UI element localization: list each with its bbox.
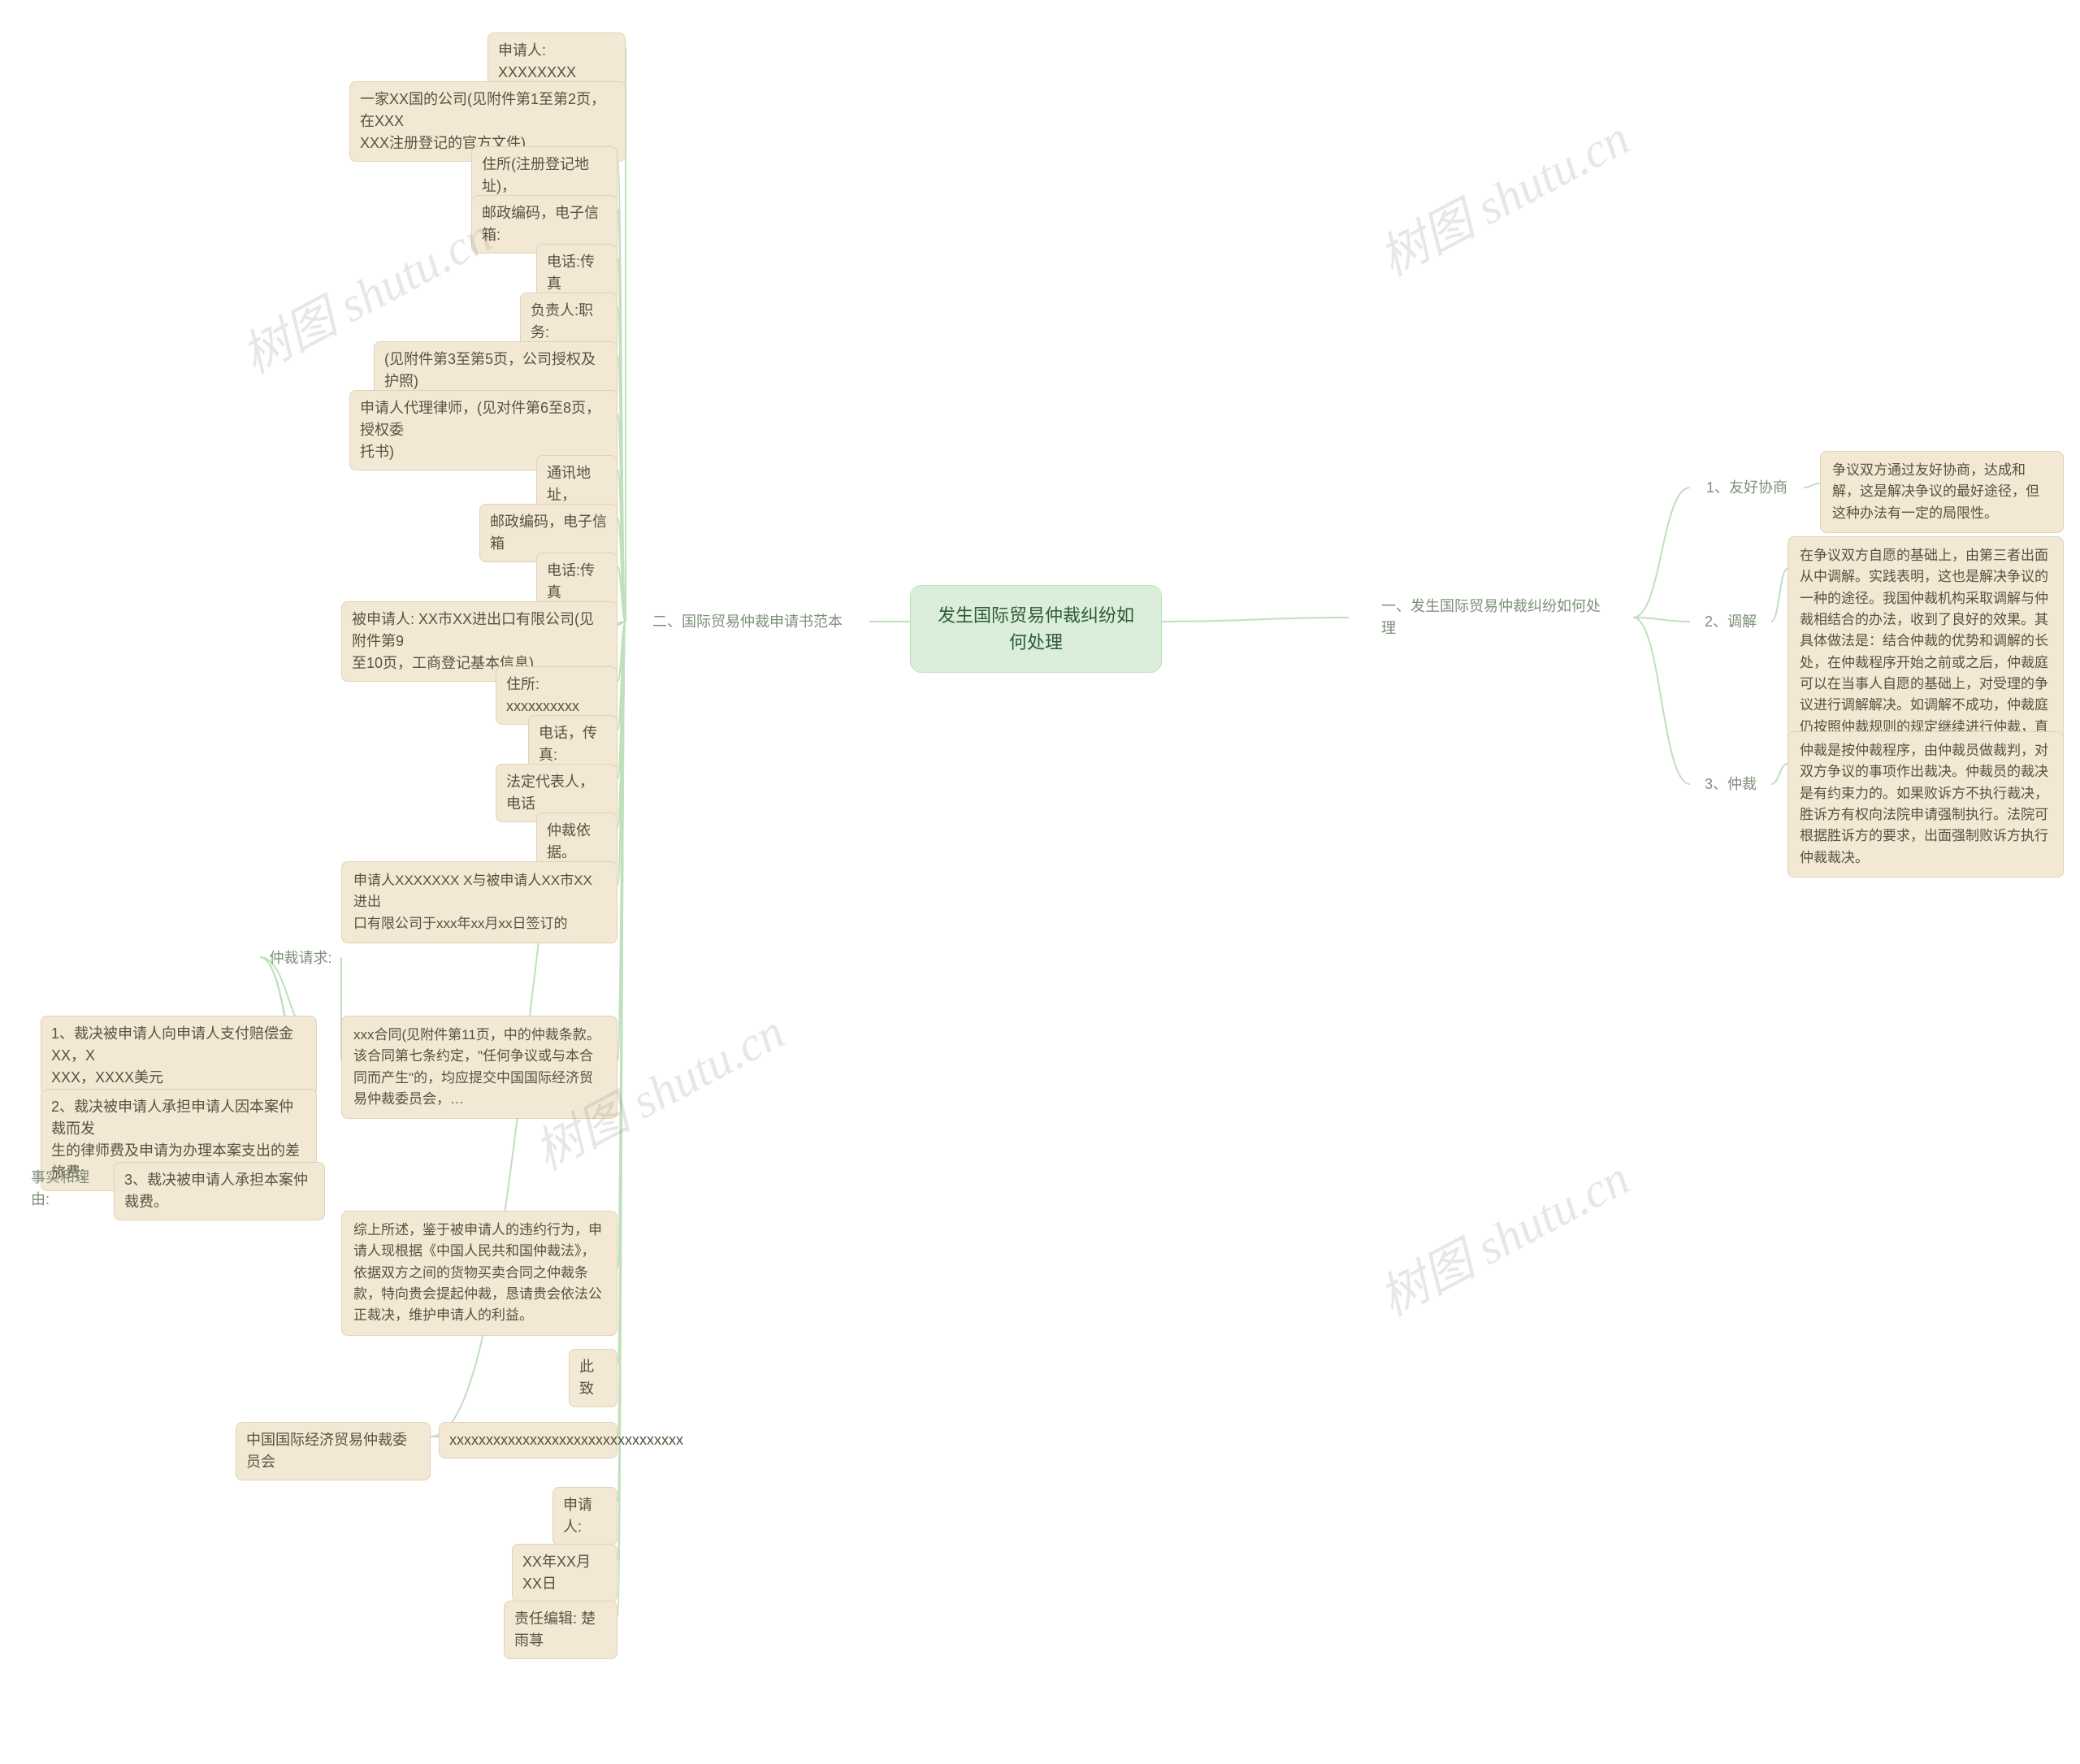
branch-right: 一、发生国际贸易仲裁纠纷如何处理	[1349, 589, 1633, 646]
left-item-18: 综上所述，鉴于被申请人的违约行为，申请人现根据《中国人民共和国仲裁法》，依据双方…	[341, 1211, 618, 1336]
left-item-16: 申请人XXXXXXX X与被申请人XX市XX进出口有限公司于xxx年xx月xx日…	[341, 861, 618, 943]
left-item-21: 申请人:	[552, 1487, 618, 1545]
right-sub-2: 3、仲裁	[1690, 768, 1771, 800]
facts-label: 事实和理由:	[24, 1162, 114, 1216]
left-sub-child-2: 3、裁决被申请人承担本案仲裁费。	[114, 1162, 325, 1220]
left-item-17: xxx合同(见附件第11页，中的仲裁条款。该合同第七条约定，"任何争议或与本合同…	[341, 1016, 618, 1119]
right-sub-0: 1、友好协商	[1690, 471, 1804, 504]
right-detail-0: 争议双方通过友好协商，达成和解，这是解决争议的最好途径，但这种办法有一定的局限性…	[1820, 451, 2064, 533]
root-node: 发生国际贸易仲裁纠纷如何处理	[910, 585, 1162, 673]
right-sub-1: 2、调解	[1690, 605, 1771, 638]
left-item-19: 此致	[569, 1349, 618, 1407]
left-sub-child-0: 1、裁决被申请人向申请人支付赔偿金XX，XXXX，XXXX美元	[41, 1016, 317, 1096]
left-item-20: 中国国际经济贸易仲裁委员会	[236, 1422, 431, 1480]
connector-layer	[0, 0, 2080, 1764]
left-item-20-from: xxxxxxxxxxxxxxxxxxxxxxxxxxxxxxxx	[439, 1422, 618, 1458]
branch-left: 二、国际贸易仲裁申请书范本	[626, 605, 869, 638]
left-item-23: 责任编辑: 楚雨荨	[504, 1601, 618, 1659]
right-detail-2: 仲裁是按仲裁程序，由仲裁员做裁判，对双方争议的事项作出裁决。仲裁员的裁决是有约束…	[1788, 731, 2064, 878]
watermark: 树图 shutu.cn	[1365, 99, 1640, 290]
watermark: 树图 shutu.cn	[1365, 1139, 1640, 1330]
left-sub-label: 仲裁请求:	[260, 943, 341, 974]
mindmap-canvas: 发生国际贸易仲裁纠纷如何处理 一、发生国际贸易仲裁纠纷如何处理 1、友好协商争议双方…	[0, 0, 2080, 1764]
left-item-22: XX年XX月XX日	[512, 1544, 618, 1602]
